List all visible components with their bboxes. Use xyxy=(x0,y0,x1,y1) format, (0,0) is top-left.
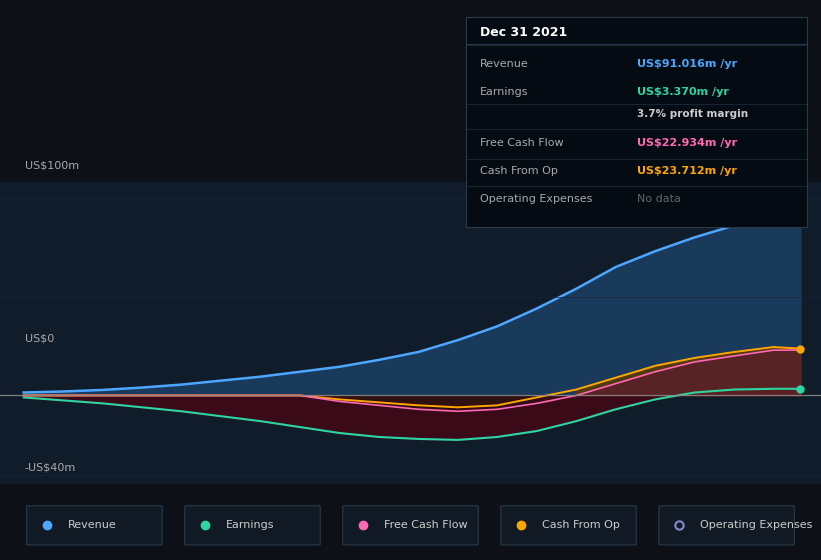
FancyBboxPatch shape xyxy=(26,506,163,545)
Text: Earnings: Earnings xyxy=(226,520,274,530)
Text: Free Cash Flow: Free Cash Flow xyxy=(384,520,467,530)
Text: No data: No data xyxy=(637,194,681,204)
Text: Revenue: Revenue xyxy=(480,59,529,69)
Text: US$100m: US$100m xyxy=(25,161,79,171)
Text: US$0: US$0 xyxy=(25,334,54,344)
Text: 3.7% profit margin: 3.7% profit margin xyxy=(637,109,748,119)
Text: Cash From Op: Cash From Op xyxy=(542,520,620,530)
Text: US$22.934m /yr: US$22.934m /yr xyxy=(637,138,736,148)
FancyBboxPatch shape xyxy=(659,506,795,545)
Text: US$3.370m /yr: US$3.370m /yr xyxy=(637,87,728,97)
Text: US$23.712m /yr: US$23.712m /yr xyxy=(637,166,736,176)
FancyBboxPatch shape xyxy=(343,506,478,545)
Text: Dec 31 2021: Dec 31 2021 xyxy=(480,26,567,39)
FancyBboxPatch shape xyxy=(185,506,320,545)
Text: Free Cash Flow: Free Cash Flow xyxy=(480,138,563,148)
Text: Operating Expenses: Operating Expenses xyxy=(700,520,812,530)
Text: US$91.016m /yr: US$91.016m /yr xyxy=(637,59,736,69)
Text: Earnings: Earnings xyxy=(480,87,529,97)
Text: Operating Expenses: Operating Expenses xyxy=(480,194,592,204)
Text: -US$40m: -US$40m xyxy=(25,463,76,473)
Text: Cash From Op: Cash From Op xyxy=(480,166,557,176)
Text: Revenue: Revenue xyxy=(67,520,117,530)
FancyBboxPatch shape xyxy=(501,506,636,545)
